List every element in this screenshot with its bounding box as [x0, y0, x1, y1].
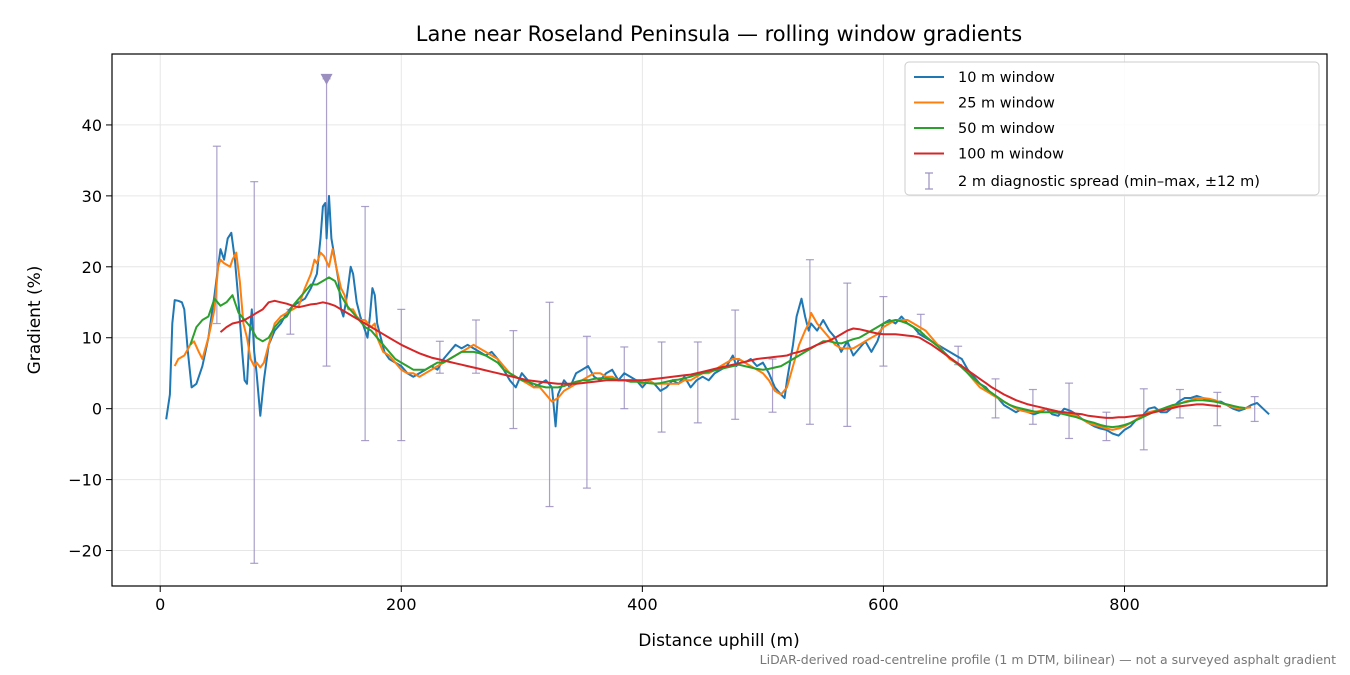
y-axis-label: Gradient (%) — [25, 266, 45, 375]
legend-label: 100 m window — [958, 147, 1064, 163]
y-tick-label: 0 — [92, 400, 102, 419]
legend-label: 25 m window — [958, 96, 1055, 112]
series-line-4 — [219, 299, 1222, 419]
legend-label: 2 m diagnostic spread (min–max, ±12 m) — [958, 174, 1260, 190]
plot-frame — [111, 53, 1328, 587]
x-tick-label: 200 — [386, 595, 417, 614]
errorbar — [582, 335, 591, 489]
clipped-marker — [320, 73, 333, 85]
legend: 10 m window 25 m window 50 m window 100 m w… — [904, 61, 1320, 196]
errorbar — [620, 346, 629, 410]
errorbar — [657, 341, 666, 433]
errorbar — [879, 295, 888, 367]
errorbar — [805, 259, 814, 425]
x-tick-label: 600 — [868, 595, 899, 614]
y-tick-label: −10 — [68, 471, 102, 490]
errorbar — [509, 330, 518, 430]
series-layer — [165, 194, 1270, 437]
errorbar — [1028, 388, 1037, 425]
errorbar — [1139, 388, 1148, 451]
errorbar — [1213, 391, 1222, 427]
legend-entry: 100 m window — [914, 147, 1064, 163]
legend-entry: 2 m diagnostic spread (min–max, ±12 m) — [925, 172, 1260, 190]
errorbar — [991, 378, 1000, 419]
errorbar — [693, 341, 702, 424]
chart-title: Lane near Roseland Peninsula — rolling w… — [416, 22, 1022, 46]
legend-box — [904, 61, 1320, 196]
legend-entry: 50 m window — [914, 121, 1055, 137]
grid — [112, 54, 1327, 586]
legend-label: 10 m window — [958, 70, 1055, 86]
x-axis-ticks: 0 200 400 600 800 — [155, 586, 1140, 614]
x-axis-label: Distance uphill (m) — [638, 631, 799, 651]
errorbar — [545, 301, 554, 508]
legend-label: 50 m window — [958, 121, 1055, 137]
y-tick-label: 10 — [82, 329, 102, 348]
legend-entry: 25 m window — [914, 96, 1055, 112]
errorbar — [250, 181, 259, 564]
errorbar — [397, 308, 406, 442]
y-tick-label: −20 — [68, 542, 102, 561]
series-line-3 — [189, 276, 1246, 429]
footnote: LiDAR-derived road-centreline profile (1… — [760, 652, 1336, 667]
clip-marker-layer — [320, 73, 333, 85]
errorbar — [1250, 396, 1259, 423]
errorbar — [435, 340, 444, 374]
legend-entry: 10 m window — [914, 70, 1055, 86]
y-tick-label: 20 — [82, 258, 102, 277]
x-tick-label: 400 — [627, 595, 658, 614]
y-tick-label: 40 — [82, 116, 102, 135]
errorbar — [843, 282, 852, 427]
y-tick-label: 30 — [82, 187, 102, 206]
x-tick-label: 800 — [1109, 595, 1140, 614]
errorbar — [212, 145, 221, 325]
y-axis-ticks: −20 −10 0 10 20 30 40 — [68, 116, 112, 561]
x-tick-label: 0 — [155, 595, 165, 614]
